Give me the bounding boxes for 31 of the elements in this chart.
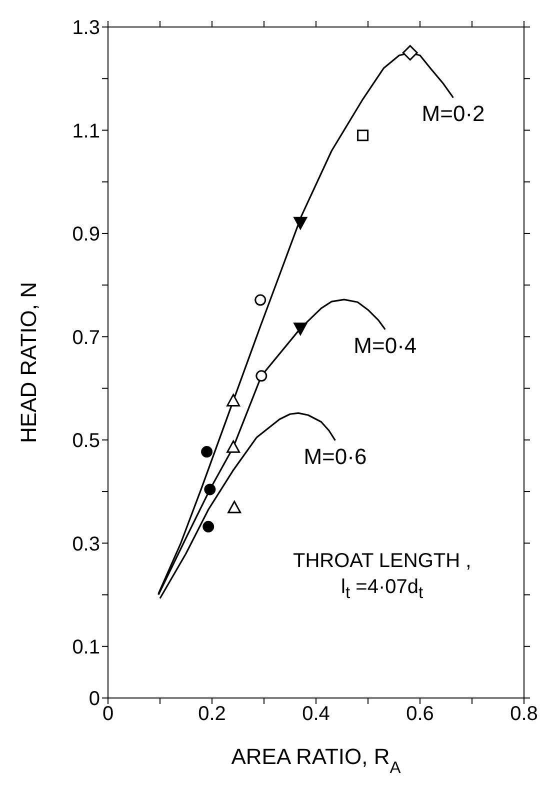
x-tick-label: 0.8: [510, 703, 538, 726]
point: [204, 484, 216, 496]
point: [202, 520, 214, 532]
point: [357, 130, 369, 142]
y-tick-label: 0.9: [72, 224, 100, 246]
y-tick-label: 0.3: [72, 533, 100, 556]
x-tick-label: 0: [102, 703, 114, 726]
point: [254, 294, 266, 306]
series-label: M=0·2: [422, 101, 485, 126]
annotation: THROAT LENGTH , l$_{t}$ =4·07d$_{t}$: [293, 549, 472, 604]
point: [201, 446, 213, 458]
y-tick-label: 1.1: [72, 120, 100, 142]
y-tick-label: 1.3: [72, 17, 100, 40]
y-tick-label: 0.5: [72, 430, 100, 452]
point: [226, 394, 240, 406]
point: [402, 45, 418, 61]
x-tick-label: 0.4: [302, 703, 330, 726]
series-label: M=0·4: [354, 332, 417, 358]
point: [256, 370, 268, 382]
x-tick-label: 0.2: [198, 703, 226, 726]
point: [294, 216, 308, 230]
y-tick-label: 0: [88, 688, 100, 710]
point: [228, 500, 242, 514]
series-label: M=0·6: [304, 444, 367, 469]
x-axis-title: AREA RATIO, R$_{A}$: [231, 744, 401, 777]
y-tick-label: 0.7: [72, 326, 100, 349]
y-axis-title: HEAD RATIO, N: [16, 282, 41, 443]
x-tick-label: 0.6: [406, 703, 434, 726]
y-tick-label: 0.1: [72, 636, 100, 658]
point: [294, 322, 308, 336]
point: [226, 440, 240, 453]
